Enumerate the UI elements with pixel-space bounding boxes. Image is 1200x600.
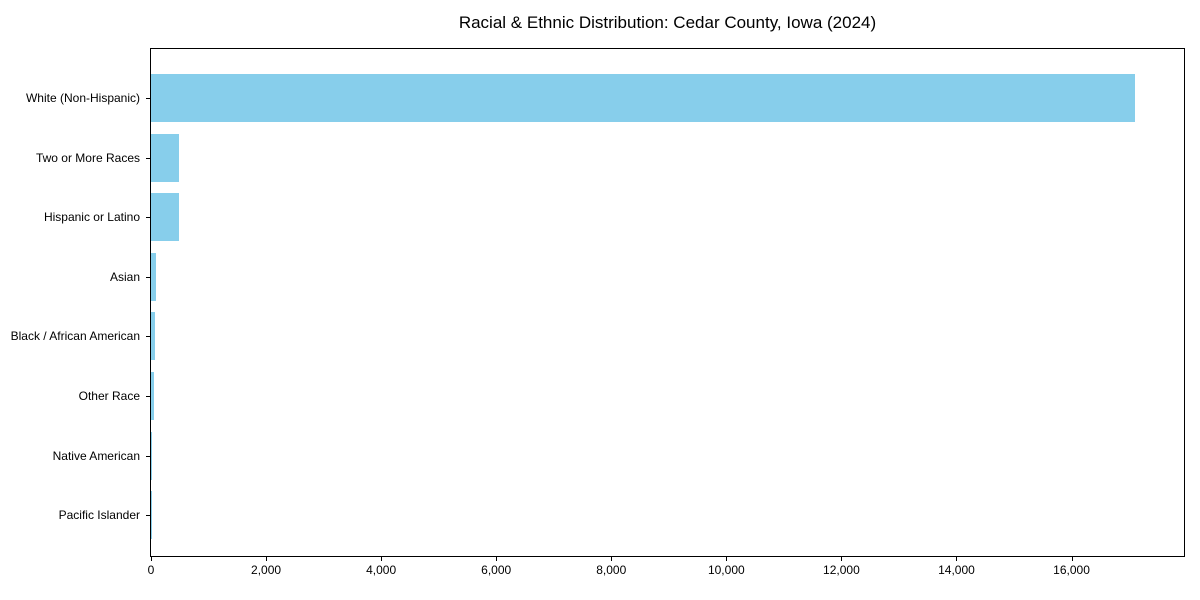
x-tick-label: 16,000 [1053,563,1090,577]
y-tick-label-hispanic-or-latino: Hispanic or Latino [43,210,140,225]
y-tick-label-pacific-islander: Pacific Islander [58,508,140,523]
x-tick-mark [496,557,498,561]
x-tick-mark [1071,557,1073,561]
y-tick-label-white-non-hispanic: White (Non-Hispanic) [25,91,140,105]
y-tick-label-two-or-more-races: Two or More Races [35,150,140,165]
y-tick-mark [146,98,150,99]
bar-other-race [151,372,154,420]
y-tick-label-native-american: Native American [52,448,140,463]
y-tick-label-other-race: Other Race [78,389,140,403]
bar-asian [151,252,156,301]
x-tick-mark [266,557,268,561]
x-tick-label: 4,000 [366,563,397,577]
x-tick-mark [151,557,152,561]
x-tick-label: 6,000 [481,563,512,577]
y-tick-label-asian: Asian [109,269,140,284]
x-tick-label: 14,000 [938,563,975,577]
y-tick-mark [146,396,150,397]
y-tick-mark [146,157,150,159]
plot-area [150,48,1185,557]
bar-native-american [151,431,152,480]
y-tick-mark [146,336,150,338]
y-tick-mark [146,217,150,219]
x-tick-label: 0 [147,563,155,577]
y-tick-mark [146,515,150,517]
y-tick-mark [146,455,150,457]
x-tick-mark [956,557,958,561]
x-tick-label: 10,000 [707,563,745,577]
x-tick-mark [611,557,613,561]
bar-white-non-hispanic [151,74,1135,122]
x-tick-label: 8,000 [596,563,627,577]
bar-black-african-american [151,312,156,361]
x-tick-mark [841,557,843,561]
x-tick-label: 2,000 [251,563,282,577]
bar-two-or-more-races [151,133,179,182]
chart-title: Racial & Ethnic Distribution: Cedar Coun… [458,13,877,32]
y-tick-mark [146,276,150,278]
x-tick-label: 12,000 [823,563,860,577]
x-tick-mark [726,557,728,561]
bar-hispanic-or-latino [151,193,179,242]
y-tick-label-black-african-american: Black / African American [10,329,140,344]
x-tick-mark [381,557,383,561]
